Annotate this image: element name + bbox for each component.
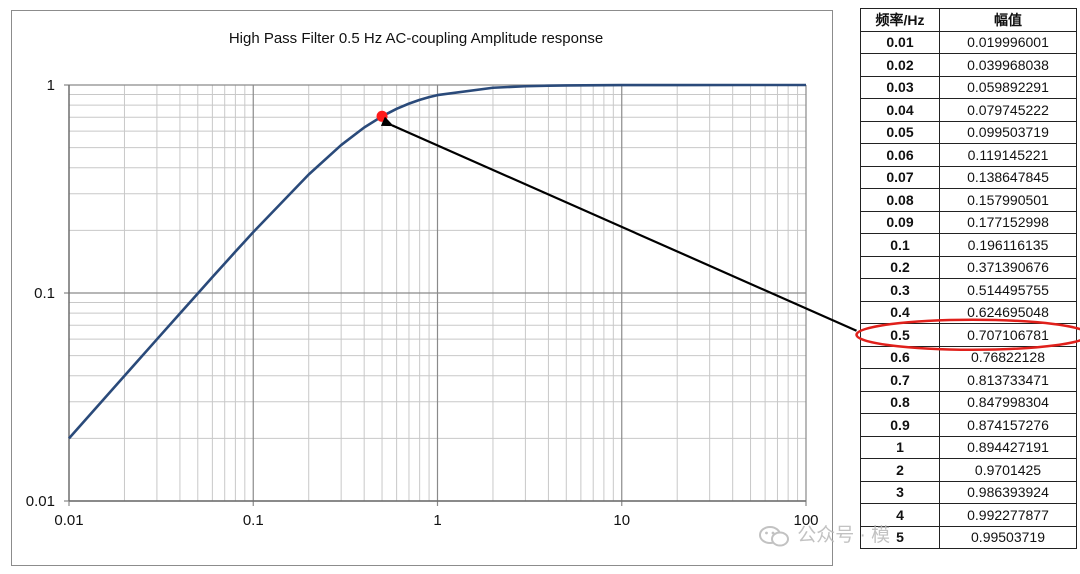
- watermark-text: 公众号 · 模: [797, 525, 891, 546]
- amplitude-cell: 0.099503719: [939, 120, 1077, 144]
- table-row: 0.04 0.079745222: [860, 98, 1077, 122]
- table-row: 4 0.992277877: [860, 503, 1077, 527]
- table-row: 3 0.986393924: [860, 480, 1077, 504]
- frequency-cell: 0.06: [860, 143, 940, 167]
- frequency-cell: 3: [860, 480, 940, 504]
- frequency-cell: 0.4: [860, 300, 940, 324]
- wechat-icon: [759, 525, 789, 547]
- frequency-cell: 0.03: [860, 75, 940, 99]
- amplitude-cell: 0.514495755: [939, 278, 1077, 302]
- frequency-cell: 0.9: [860, 413, 940, 437]
- frequency-cell: 0.5: [860, 323, 940, 347]
- frequency-cell: 0.09: [860, 210, 940, 234]
- amplitude-cell: 0.196116135: [939, 233, 1077, 257]
- table-row: 0.6 0.76822128: [860, 345, 1077, 369]
- chart-panel: 0.01 0.1 1 10 100 0.01 0.1 1 High Pass Filter 0.…: [11, 10, 833, 566]
- amplitude-cell: 0.079745222: [939, 98, 1077, 122]
- y-tick-label: 0.01: [26, 493, 55, 510]
- table-row: 2 0.9701425: [860, 458, 1077, 482]
- table-row: 0.05 0.099503719: [860, 120, 1077, 144]
- amplitude-cell: 0.119145221: [939, 143, 1077, 167]
- cutoff-point-marker: [376, 110, 388, 122]
- frequency-cell: 0.05: [860, 120, 940, 144]
- frequency-cell: 0.01: [860, 30, 940, 54]
- frequency-cell: 2: [860, 458, 940, 482]
- amplitude-cell: 0.9701425: [939, 458, 1077, 482]
- amplitude-cell: 0.624695048: [939, 300, 1077, 324]
- frequency-cell: 1: [860, 435, 940, 459]
- frequency-cell: 0.8: [860, 390, 940, 414]
- amplitude-cell: 0.371390676: [939, 255, 1077, 279]
- table-row: 0.03 0.059892291: [860, 75, 1077, 99]
- header-amplitude: 幅值: [939, 8, 1077, 32]
- amplitude-cell: 0.707106781: [939, 323, 1077, 347]
- value-table-container: 频率/Hz 幅值 0.01 0.019996001 0.02 0.039968038 0…: [860, 8, 1077, 549]
- table-row: 0.3 0.514495755: [860, 278, 1077, 302]
- amplitude-cell: 0.99503719: [939, 525, 1077, 549]
- amplitude-cell: 0.76822128: [939, 345, 1077, 369]
- amplitude-cell: 0.992277877: [939, 503, 1077, 527]
- table-row: 1 0.894427191: [860, 435, 1077, 459]
- amplitude-cell: 0.813733471: [939, 368, 1077, 392]
- header-frequency: 频率/Hz: [860, 8, 940, 32]
- amplitude-cell: 0.138647845: [939, 165, 1077, 189]
- frequency-cell: 0.3: [860, 278, 940, 302]
- frequency-cell: 0.07: [860, 165, 940, 189]
- frequency-cell: 0.2: [860, 255, 940, 279]
- amplitude-cell: 0.019996001: [939, 30, 1077, 54]
- x-tick-label: 0.01: [54, 512, 83, 529]
- amplitude-cell: 0.177152998: [939, 210, 1077, 234]
- table-row: 0.4 0.624695048: [860, 300, 1077, 324]
- frequency-cell: 0.08: [860, 188, 940, 212]
- table-row: 0.08 0.157990501: [860, 188, 1077, 212]
- frequency-cell: 0.7: [860, 368, 940, 392]
- table-row: 0.5 0.707106781: [860, 323, 1077, 347]
- frequency-cell: 0.1: [860, 233, 940, 257]
- table-row: 0.8 0.847998304: [860, 390, 1077, 414]
- amplitude-cell: 0.874157276: [939, 413, 1077, 437]
- table-row: 0.1 0.196116135: [860, 233, 1077, 257]
- frequency-cell: 0.04: [860, 98, 940, 122]
- y-tick-label: 0.1: [34, 285, 55, 302]
- table-row: 0.01 0.019996001: [860, 30, 1077, 54]
- table-row: 0.7 0.813733471: [860, 368, 1077, 392]
- chart-title: High Pass Filter 0.5 Hz AC-coupling Ampl…: [229, 30, 603, 47]
- amplitude-cell: 0.157990501: [939, 188, 1077, 212]
- table-row: 0.9 0.874157276: [860, 413, 1077, 437]
- x-tick-label: 100: [793, 512, 818, 529]
- table-header-row: 频率/Hz 幅值: [860, 8, 1077, 32]
- table-row: 0.07 0.138647845: [860, 165, 1077, 189]
- amplitude-cell: 0.039968038: [939, 53, 1077, 77]
- table-row: 0.02 0.039968038: [860, 53, 1077, 77]
- amplitude-cell: 0.847998304: [939, 390, 1077, 414]
- amplitude-cell: 0.894427191: [939, 435, 1077, 459]
- table-row: 0.2 0.371390676: [860, 255, 1077, 279]
- frequency-cell: 0.02: [860, 53, 940, 77]
- frequency-cell: 0.6: [860, 345, 940, 369]
- table-row: 0.06 0.119145221: [860, 143, 1077, 167]
- x-tick-label: 0.1: [243, 512, 264, 529]
- watermark: 公众号 · 模: [758, 520, 890, 547]
- amplitude-chart: 0.01 0.1 1 10 100 0.01 0.1 1 High Pass Filter 0.…: [26, 30, 819, 529]
- x-tick-label: 1: [433, 512, 441, 529]
- amplitude-cell: 0.986393924: [939, 480, 1077, 504]
- table-row: 5 0.99503719: [860, 525, 1077, 549]
- y-tick-label: 1: [47, 77, 55, 94]
- value-table: 频率/Hz 幅值 0.01 0.019996001 0.02 0.039968038 0…: [860, 8, 1077, 549]
- amplitude-cell: 0.059892291: [939, 75, 1077, 99]
- table-row: 0.09 0.177152998: [860, 210, 1077, 234]
- x-tick-label: 10: [613, 512, 630, 529]
